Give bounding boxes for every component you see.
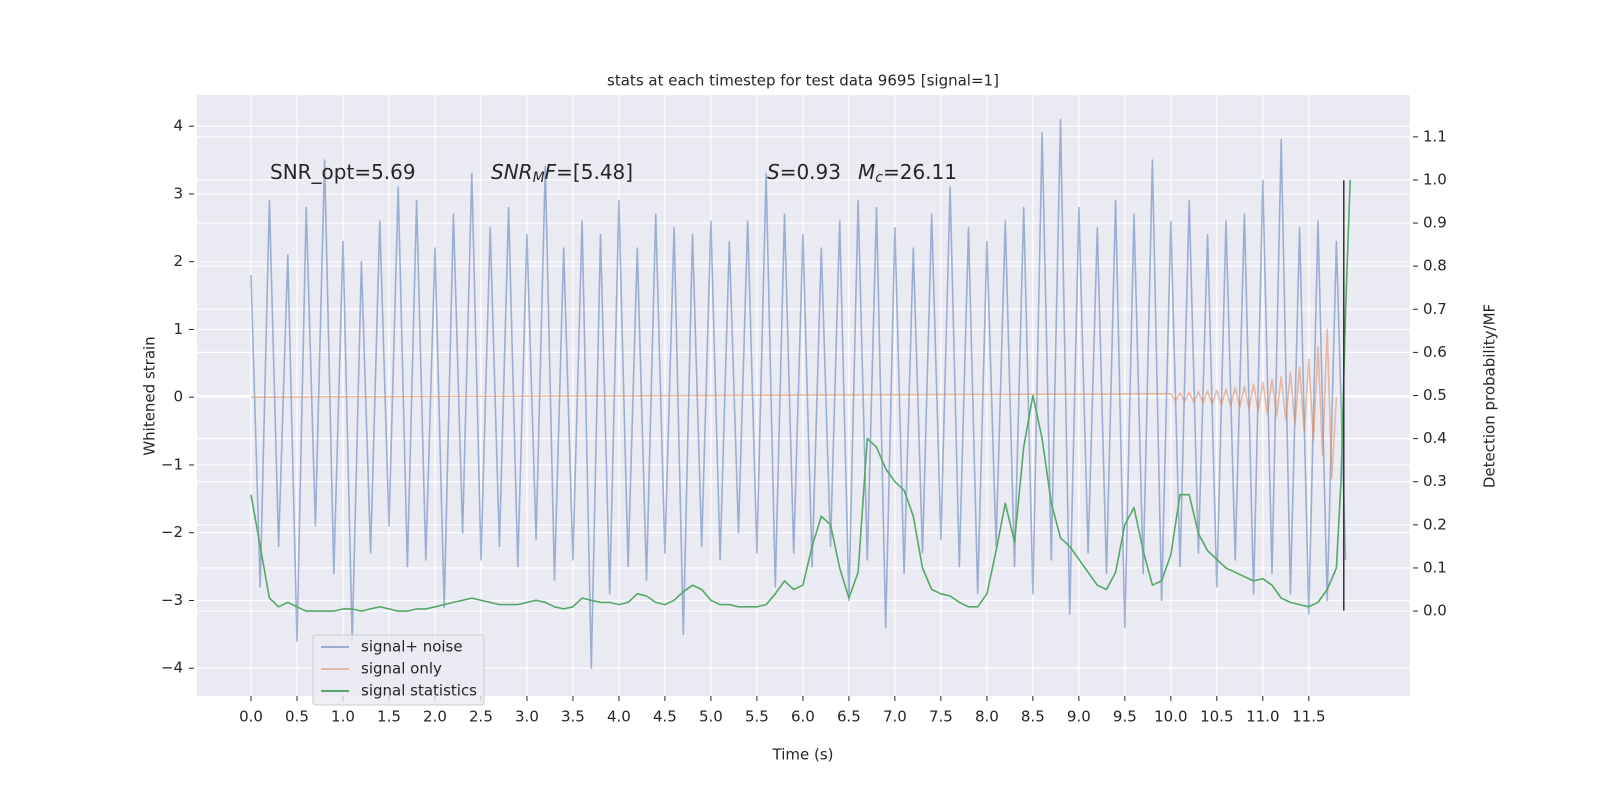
series-line	[250, 328, 1338, 480]
x-tick-label: 11.0	[1246, 708, 1279, 726]
x-tick-label: 5.5	[745, 708, 769, 726]
y2-tick-label: 0.4	[1423, 429, 1447, 447]
annotation-part: SNR_opt=5.69	[270, 160, 416, 184]
x-tick-label: 7.5	[929, 708, 953, 726]
y-tick-label: 3	[173, 184, 183, 202]
series-line	[250, 179, 1351, 612]
legend-label: signal only	[361, 660, 442, 678]
x-tick-label: 0.5	[285, 708, 309, 726]
y2-axis-label: Detection probability/MF	[1481, 304, 1499, 488]
x-tick-label: 11.5	[1292, 708, 1325, 726]
y-axis-label: Whitened strain	[141, 336, 159, 455]
y2-tick-label: 0.6	[1423, 343, 1447, 361]
y2-tick-label: 0.3	[1423, 472, 1447, 490]
x-tick-label: 6.0	[791, 708, 815, 726]
y-tick-label: −1	[161, 455, 183, 473]
legend: signal+ noise signal only signal statistic…	[312, 634, 485, 706]
y2-tick-label: 0.7	[1423, 300, 1447, 318]
annotation-part: =26.11	[883, 160, 957, 184]
annotation-part: S	[767, 160, 780, 184]
series-line	[250, 118, 1347, 669]
x-tick-label: 0.0	[239, 708, 263, 726]
annotation-part: M	[533, 170, 545, 186]
x-axis-label: Time (s)	[772, 746, 834, 764]
x-tick-label: 2.5	[469, 708, 493, 726]
x-tick-label: 1.5	[377, 708, 401, 726]
y2-tick-label: 1.0	[1423, 170, 1447, 188]
annotation: Mc=26.11	[858, 160, 957, 187]
x-tick-label: 3.5	[561, 708, 585, 726]
x-tick-label: 9.5	[1113, 708, 1137, 726]
annotation-part: F	[545, 160, 557, 184]
y2-tick-label: 0.0	[1423, 602, 1447, 620]
y2-tick-label: 0.9	[1423, 214, 1447, 232]
x-tick-label: 10.0	[1154, 708, 1187, 726]
x-tick-label: 2.0	[423, 708, 447, 726]
y2-tick-label: 0.1	[1423, 558, 1447, 576]
annotation-part: SNR	[491, 160, 533, 184]
x-tick-label: 9.0	[1067, 708, 1091, 726]
annotation: SNRMF=[5.48]	[491, 160, 633, 187]
x-tick-label: 5.0	[699, 708, 723, 726]
y-tick-label: −2	[161, 523, 183, 541]
y-tick-label: −4	[161, 659, 183, 677]
annotation: S=0.93	[767, 160, 841, 184]
legend-box	[312, 634, 485, 706]
y2-tick-label: 0.2	[1423, 515, 1447, 533]
x-tick-label: 4.0	[607, 708, 631, 726]
annotation: SNR_opt=5.69	[270, 160, 416, 184]
x-tick-label: 6.5	[837, 708, 861, 726]
annotation-part: c	[875, 170, 883, 186]
x-tick-label: 4.5	[653, 708, 677, 726]
y2-tick-label: 0.8	[1423, 257, 1447, 275]
y2-tick-label: 0.5	[1423, 386, 1447, 404]
legend-label: signal+ noise	[361, 638, 463, 656]
x-tick-label: 7.0	[883, 708, 907, 726]
chart-title: stats at each timestep for test data 969…	[607, 72, 999, 90]
legend-label: signal statistics	[361, 682, 477, 700]
annotation-part: M	[858, 160, 875, 184]
y-tick-label: 1	[173, 320, 183, 338]
y-tick-label: 4	[173, 117, 183, 135]
x-tick-label: 1.0	[331, 708, 355, 726]
x-tick-label: 3.0	[515, 708, 539, 726]
x-tick-label: 10.5	[1200, 708, 1233, 726]
y-tick-label: −3	[161, 591, 183, 609]
x-tick-label: 8.5	[1021, 708, 1045, 726]
y-tick-label: 2	[173, 252, 183, 270]
x-tick-label: 8.0	[975, 708, 999, 726]
y-tick-label: 0	[173, 388, 183, 406]
annotation-part: =[5.48]	[556, 160, 633, 184]
y2-tick-label: 1.1	[1423, 127, 1447, 145]
annotation-part: =0.93	[780, 160, 841, 184]
